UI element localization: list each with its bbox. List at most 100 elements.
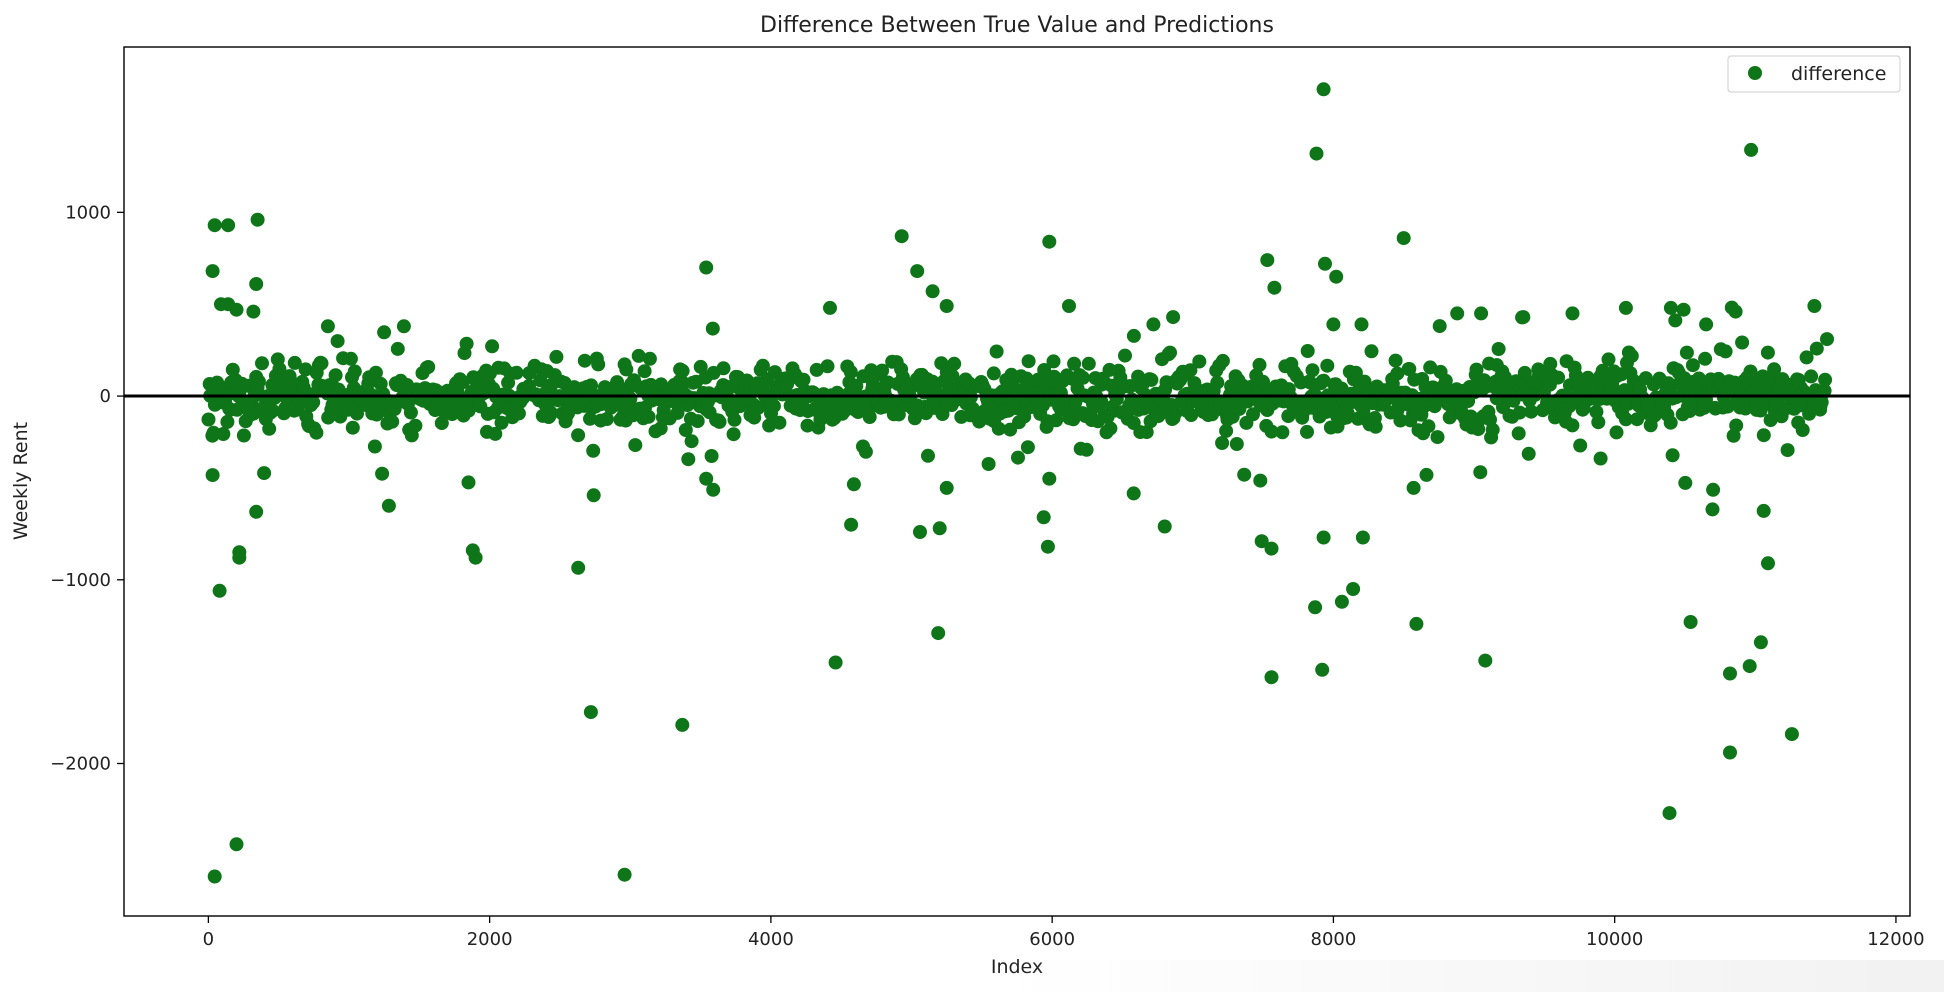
data-point <box>287 355 302 370</box>
data-point <box>543 405 558 420</box>
data-point <box>390 341 405 356</box>
data-point <box>1807 299 1822 313</box>
data-point <box>250 212 265 227</box>
x-axis-label: Index <box>991 956 1043 978</box>
data-point <box>1103 421 1118 436</box>
data-point <box>945 368 960 383</box>
data-point <box>306 395 321 410</box>
data-point <box>766 399 781 414</box>
data-point <box>1320 358 1335 373</box>
plot-frame <box>123 46 1911 917</box>
data-point <box>991 421 1006 436</box>
y-tick-label: 1000 <box>65 202 111 223</box>
data-point <box>699 471 714 486</box>
data-point <box>1334 594 1349 609</box>
data-point <box>809 362 824 377</box>
data-point <box>1728 304 1743 319</box>
data-point <box>1305 363 1320 378</box>
data-point <box>1668 313 1683 328</box>
data-point <box>207 218 222 233</box>
data-point <box>309 425 324 440</box>
data-point <box>1665 448 1680 463</box>
data-point <box>1329 269 1344 284</box>
data-point <box>205 264 220 279</box>
data-point <box>823 300 837 315</box>
data-point <box>1618 300 1633 315</box>
data-point <box>690 414 705 429</box>
data-point <box>755 358 770 373</box>
data-point <box>377 325 392 340</box>
data-point <box>1042 471 1057 486</box>
data-point <box>693 359 708 374</box>
data-point <box>1512 405 1527 420</box>
data-point <box>1139 425 1154 440</box>
data-point <box>1718 344 1733 359</box>
data-point <box>668 395 683 410</box>
data-point <box>617 867 632 882</box>
data-point <box>981 457 996 471</box>
y-axis-label: Weekly Rent <box>10 422 32 540</box>
data-point <box>921 448 935 463</box>
data-point <box>1157 519 1172 534</box>
data-point <box>925 284 940 299</box>
data-point <box>1809 341 1824 356</box>
data-point <box>772 415 787 430</box>
data-point <box>403 405 418 420</box>
data-point <box>1698 351 1713 366</box>
data-point <box>849 378 864 393</box>
data-point <box>1795 423 1810 437</box>
data-point <box>1678 475 1693 490</box>
data-point <box>1303 375 1318 390</box>
data-point <box>1215 353 1230 368</box>
data-point <box>1618 412 1633 427</box>
data-point <box>298 362 313 377</box>
data-point <box>1040 539 1055 554</box>
data-point <box>577 353 592 368</box>
data-point <box>1309 146 1324 161</box>
data-point <box>205 468 220 483</box>
data-point <box>1300 344 1315 358</box>
data-point <box>628 438 643 453</box>
data-point <box>1432 319 1447 334</box>
data-point <box>509 365 524 380</box>
y-tick-label: 0 <box>100 386 111 407</box>
data-point <box>1316 82 1331 97</box>
data-point <box>586 488 601 503</box>
data-point <box>408 418 423 433</box>
data-point <box>1396 231 1411 246</box>
data-point <box>330 334 345 349</box>
data-point <box>246 304 261 319</box>
data-point <box>631 348 646 363</box>
y-tick-label: −1000 <box>50 570 111 591</box>
data-point <box>726 427 741 442</box>
data-point <box>1254 534 1269 549</box>
data-point <box>571 560 586 575</box>
data-point <box>1163 345 1177 360</box>
data-point <box>716 361 731 376</box>
data-point <box>1543 356 1558 371</box>
data-point <box>1215 436 1230 450</box>
data-point <box>939 299 954 313</box>
data-point <box>421 360 436 374</box>
data-point <box>1471 422 1486 437</box>
data-point <box>1126 486 1141 501</box>
data-point <box>1761 556 1775 571</box>
data-point <box>249 277 264 291</box>
data-point <box>201 412 216 427</box>
data-point <box>1126 328 1141 343</box>
data-point <box>637 364 652 379</box>
data-point <box>681 452 696 467</box>
legend-box <box>1727 55 1901 93</box>
data-point <box>1591 415 1606 430</box>
data-point <box>1706 482 1721 497</box>
data-point <box>846 477 861 492</box>
data-point <box>1184 408 1199 422</box>
data-point <box>583 705 598 720</box>
data-point <box>455 375 470 390</box>
data-point <box>1609 425 1624 440</box>
data-point <box>1388 353 1403 368</box>
data-point <box>1062 299 1076 313</box>
data-point <box>1406 480 1421 495</box>
data-point <box>586 443 601 458</box>
data-point <box>221 218 236 233</box>
